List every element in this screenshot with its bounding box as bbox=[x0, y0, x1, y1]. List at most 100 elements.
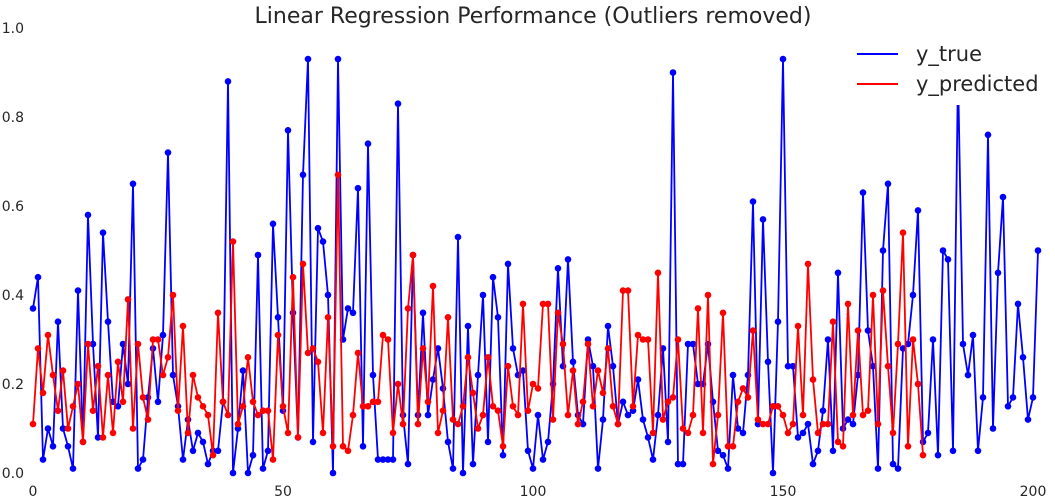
data-point-y-true bbox=[484, 438, 492, 446]
data-point-y-true bbox=[179, 456, 187, 463]
data-point-y-predicted bbox=[174, 407, 182, 415]
data-point-y-predicted bbox=[564, 411, 572, 419]
data-point-y-true bbox=[114, 403, 122, 410]
data-point-y-predicted bbox=[39, 389, 47, 397]
data-point-y-true bbox=[529, 465, 537, 472]
data-point-y-predicted bbox=[349, 411, 357, 419]
data-point-y-true bbox=[664, 438, 672, 446]
data-point-y-true bbox=[949, 447, 957, 455]
data-point-y-true bbox=[359, 443, 367, 450]
data-point-y-true bbox=[249, 451, 257, 459]
data-point-y-true bbox=[349, 309, 357, 317]
data-point-y-predicted bbox=[94, 362, 102, 370]
data-point-y-predicted bbox=[419, 345, 427, 352]
data-point-y-true bbox=[569, 358, 577, 366]
data-point-y-predicted bbox=[644, 336, 652, 343]
data-point-y-predicted bbox=[904, 443, 912, 450]
data-point-y-predicted bbox=[799, 411, 807, 419]
data-point-y-true bbox=[789, 362, 797, 370]
data-point-y-predicted bbox=[524, 407, 532, 415]
data-point-y-true bbox=[589, 362, 597, 370]
data-point-y-predicted bbox=[889, 429, 897, 437]
x-tick-label: 200 bbox=[1020, 484, 1047, 500]
data-point-y-true bbox=[489, 273, 497, 281]
data-point-y-true bbox=[974, 447, 982, 455]
data-point-y-true bbox=[534, 411, 542, 419]
data-point-y-true bbox=[494, 314, 502, 321]
data-point-y-true bbox=[314, 224, 322, 232]
data-point-y-predicted bbox=[459, 403, 467, 410]
data-point-y-predicted bbox=[814, 429, 822, 437]
data-point-y-predicted bbox=[659, 416, 667, 423]
data-point-y-predicted bbox=[569, 367, 577, 374]
data-point-y-true bbox=[1029, 394, 1037, 401]
data-point-y-predicted bbox=[159, 371, 167, 379]
data-point-y-predicted bbox=[354, 349, 362, 357]
data-point-y-true bbox=[49, 443, 57, 450]
data-point-y-true bbox=[989, 425, 997, 432]
data-point-y-predicted bbox=[824, 420, 832, 428]
data-point-y-predicted bbox=[709, 460, 717, 468]
data-point-y-predicted bbox=[479, 411, 487, 419]
data-point-y-true bbox=[649, 456, 657, 463]
data-point-y-predicted bbox=[829, 318, 837, 326]
data-point-y-true bbox=[264, 447, 272, 455]
data-point-y-predicted bbox=[239, 403, 247, 410]
data-point-y-predicted bbox=[89, 407, 97, 415]
data-point-y-true bbox=[319, 238, 327, 245]
data-point-y-true bbox=[464, 322, 472, 330]
data-point-y-true bbox=[229, 469, 237, 477]
x-tick-label: 100 bbox=[520, 484, 547, 500]
data-point-y-predicted bbox=[184, 429, 192, 437]
data-point-y-true bbox=[674, 460, 682, 468]
x-tick-label: 50 bbox=[274, 484, 292, 500]
data-point-y-true bbox=[89, 340, 97, 348]
data-point-y-true bbox=[374, 456, 382, 463]
data-point-y-predicted bbox=[864, 407, 872, 415]
data-point-y-true bbox=[389, 456, 397, 463]
data-point-y-predicted bbox=[269, 456, 277, 463]
data-point-y-true bbox=[134, 465, 142, 472]
data-point-y-predicted bbox=[59, 367, 67, 374]
data-point-y-true bbox=[474, 371, 482, 379]
data-point-y-true bbox=[304, 55, 312, 63]
data-point-y-true bbox=[864, 327, 872, 334]
data-point-y-true bbox=[224, 78, 232, 85]
data-point-y-true bbox=[379, 456, 387, 463]
data-point-y-true bbox=[784, 362, 792, 370]
data-point-y-predicted bbox=[209, 451, 217, 459]
data-point-y-predicted bbox=[474, 425, 482, 432]
data-point-y-predicted bbox=[919, 451, 927, 459]
data-point-y-predicted bbox=[169, 291, 177, 299]
data-point-y-predicted bbox=[134, 340, 142, 348]
data-point-y-true bbox=[59, 425, 67, 432]
data-point-y-true bbox=[679, 460, 687, 468]
data-point-y-predicted bbox=[299, 260, 307, 268]
data-point-y-true bbox=[259, 465, 267, 472]
data-point-y-true bbox=[619, 398, 627, 406]
data-point-y-true bbox=[899, 345, 907, 352]
data-point-y-predicted bbox=[279, 403, 287, 410]
data-point-y-predicted bbox=[554, 309, 562, 317]
data-point-y-predicted bbox=[74, 380, 82, 388]
data-point-y-true bbox=[779, 55, 787, 63]
data-point-y-predicted bbox=[849, 411, 857, 419]
data-point-y-predicted bbox=[884, 362, 892, 370]
data-point-y-predicted bbox=[639, 336, 647, 343]
data-point-y-true bbox=[564, 256, 572, 263]
data-point-y-true bbox=[939, 247, 947, 254]
data-point-y-predicted bbox=[819, 420, 827, 428]
data-point-y-predicted bbox=[379, 331, 387, 339]
data-point-y-true bbox=[929, 336, 937, 343]
data-point-y-true bbox=[944, 256, 952, 263]
y-tick-label: 1.0 bbox=[2, 21, 24, 37]
data-point-y-predicted bbox=[844, 300, 852, 308]
series-layer bbox=[29, 55, 1042, 477]
data-point-y-predicted bbox=[44, 331, 52, 339]
data-point-y-true bbox=[829, 447, 837, 455]
data-point-y-predicted bbox=[699, 429, 707, 437]
data-point-y-true bbox=[204, 460, 212, 468]
data-point-y-predicted bbox=[489, 403, 497, 410]
data-point-y-predicted bbox=[899, 229, 907, 236]
data-point-y-predicted bbox=[394, 380, 402, 388]
